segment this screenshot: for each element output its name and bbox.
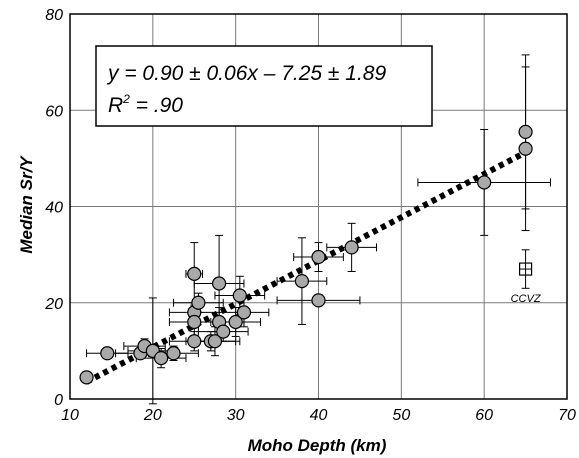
- r-squared-sup: 2: [122, 92, 130, 106]
- x-tick-label: 40: [310, 407, 328, 424]
- data-point: [236, 305, 252, 320]
- data-point: [207, 334, 223, 349]
- r-squared-prefix: R: [108, 94, 123, 117]
- data-point: [294, 273, 310, 289]
- y-tick-label: 60: [45, 103, 63, 120]
- y-tick-label: 80: [45, 7, 63, 24]
- r-squared-value: = .90: [130, 94, 183, 117]
- ccvz-label: CCVZ: [511, 293, 542, 305]
- x-tick-label: 70: [558, 407, 576, 424]
- regression-equation: y = 0.90 ± 0.06x – 7.25 ± 1.89: [106, 62, 386, 85]
- r-squared: R2 = .90: [108, 92, 183, 117]
- x-tick-label: 20: [143, 407, 162, 424]
- data-point: [477, 175, 492, 190]
- equation-box-border: [95, 45, 433, 127]
- x-tick-label: 50: [392, 407, 410, 424]
- data-points: [79, 124, 533, 385]
- data-point: [212, 276, 227, 291]
- data-point: [166, 346, 181, 361]
- data-point: [311, 249, 326, 265]
- data-point: [232, 288, 247, 303]
- data-point: [79, 370, 94, 385]
- data-point: [187, 266, 202, 281]
- data-point: [187, 314, 202, 330]
- data-point: [187, 334, 202, 349]
- data-point: [518, 141, 533, 156]
- tick-labels: 10 20 30 40 50 60 70 0 20 40 60 80: [44, 7, 576, 424]
- y-tick-label: 20: [44, 296, 63, 313]
- equation-box: y = 0.90 ± 0.06x – 7.25 ± 1.89 R2 = .90: [95, 45, 433, 127]
- y-tick-label: 0: [54, 392, 63, 409]
- x-tick-label: 30: [227, 407, 245, 424]
- x-axis-title: Moho Depth (km): [248, 436, 387, 455]
- y-axis-title: Median Sr/Y: [17, 155, 36, 254]
- data-point: [100, 346, 115, 361]
- y-tick-label: 40: [45, 200, 63, 217]
- data-point: [311, 293, 326, 308]
- data-point: [344, 240, 359, 255]
- data-point: [154, 350, 169, 366]
- data-point: [216, 324, 231, 339]
- regression-line: [85, 149, 527, 385]
- data-point: [518, 124, 533, 140]
- x-tick-label: 60: [475, 407, 493, 424]
- x-tick-label: 10: [61, 407, 79, 424]
- data-point: [191, 295, 206, 310]
- plot-frame: [69, 13, 568, 400]
- data-point: [228, 314, 243, 330]
